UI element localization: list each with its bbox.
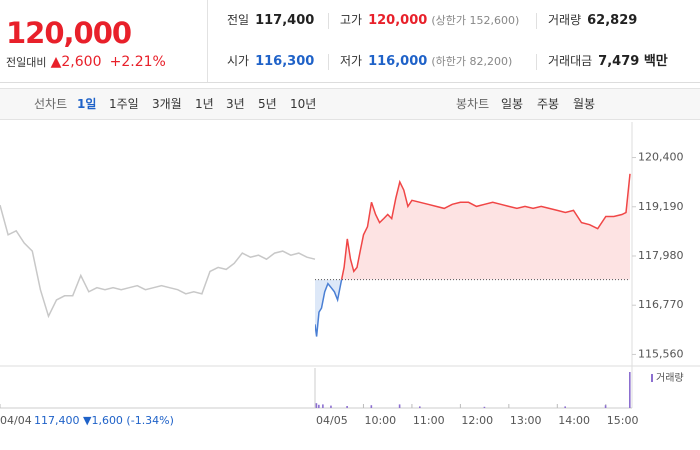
stat-cell: 거래량 62,829	[548, 0, 637, 41]
x-tick-label: 11:00	[413, 414, 445, 427]
x-tick-label: 12:00	[461, 414, 493, 427]
tab-group-label: 선차트	[34, 97, 68, 111]
x-tick-label: 04/04	[0, 414, 32, 427]
candle-tab[interactable]: 월봉	[573, 97, 596, 111]
price-area	[315, 173, 630, 280]
price-line	[340, 173, 631, 280]
x-tick-label: 04/05	[316, 414, 348, 427]
stat-value: 117,400	[255, 13, 315, 28]
y-tick-label: 116,770	[638, 298, 684, 311]
stat-cell: 전일 117,400	[227, 0, 314, 41]
stat-note: (하한가 82,200)	[431, 55, 513, 68]
price-area	[315, 279, 342, 337]
volume-bar	[483, 406, 486, 408]
candle-tab[interactable]: 주봉	[537, 97, 560, 111]
volume-bar	[419, 406, 421, 408]
stat-label: 고가	[340, 13, 363, 27]
period-tab[interactable]: 3개월	[152, 97, 182, 111]
volume-bar	[398, 404, 401, 408]
stat-cell: 시가 116,300	[227, 41, 314, 82]
stat-label: 저가	[340, 54, 363, 68]
y-tick-label: 117,980	[638, 249, 684, 262]
divider	[328, 54, 329, 70]
stat-value: 62,829	[587, 13, 638, 28]
x-tick-label: 15:00	[607, 414, 639, 427]
stat-label: 시가	[227, 54, 250, 68]
volume-bar	[315, 403, 318, 408]
y-tick-label: 115,560	[638, 347, 684, 360]
price-line	[0, 204, 316, 319]
y-tick-label: 119,190	[638, 200, 684, 213]
x-tick-label: 14:00	[558, 414, 590, 427]
change-percent: +2.21%	[109, 54, 166, 70]
volume-label: 거래량	[656, 372, 684, 384]
tab-group-label: 봉차트	[456, 97, 490, 111]
stat-cell: 거래대금 7,479 백만	[548, 41, 668, 82]
quote-panel: 120,000 전일대비 ▲2,600 +2.21% 전일 117,400 고가 12…	[0, 0, 700, 83]
period-tab[interactable]: 3년	[226, 97, 245, 111]
divider	[536, 13, 537, 29]
volume-bar	[629, 372, 631, 408]
volume-bar	[318, 404, 320, 408]
volume-bar	[330, 405, 332, 408]
stat-value: 116,000	[368, 54, 428, 69]
period-tab[interactable]: 1년	[195, 97, 214, 111]
volume-bar	[564, 406, 566, 408]
stat-value: 120,000	[368, 13, 428, 28]
tab-bar: 선차트 1일 1주일 3개월 1년 3년 5년 10년 봉차트 일봉 주봉 월봉	[0, 88, 700, 120]
price-box: 120,000 전일대비 ▲2,600 +2.21%	[0, 0, 208, 82]
period-tab[interactable]: 10년	[290, 97, 317, 111]
x-tick-label: 13:00	[510, 414, 542, 427]
period-tab[interactable]: 5년	[258, 97, 277, 111]
volume-bar	[604, 405, 607, 408]
candle-tab[interactable]: 일봉	[501, 97, 524, 111]
stat-cell: 저가 116,000 (하한가 82,200)	[340, 41, 512, 82]
volume-bar	[346, 406, 348, 408]
volume-bar	[322, 404, 324, 408]
stat-cell: 고가 120,000 (상한가 152,600)	[340, 0, 519, 41]
volume-bar	[370, 405, 373, 408]
change-amount: ▲2,600	[50, 54, 102, 70]
stat-label: 거래량	[548, 13, 582, 27]
x-tick-label: 10:00	[364, 414, 396, 427]
stat-label: 전일	[227, 13, 250, 27]
period-tab[interactable]: 1일	[77, 97, 97, 111]
period-tab[interactable]: 1주일	[109, 97, 139, 111]
legend-swatch	[651, 374, 653, 382]
change-label: 전일대비	[6, 56, 47, 69]
y-tick-label: 120,400	[638, 151, 684, 164]
annotation: 117,400 ▼1,600 (-1.34%)	[34, 414, 174, 427]
stat-note: (상한가 152,600)	[431, 14, 520, 27]
stat-value: 116,300	[255, 54, 315, 69]
stat-value: 7,479 백만	[598, 54, 668, 69]
current-price: 120,000	[6, 16, 132, 50]
divider	[328, 13, 329, 29]
stat-label: 거래대금	[548, 54, 593, 68]
divider	[536, 54, 537, 70]
change-row: 전일대비 ▲2,600 +2.21%	[6, 54, 166, 70]
